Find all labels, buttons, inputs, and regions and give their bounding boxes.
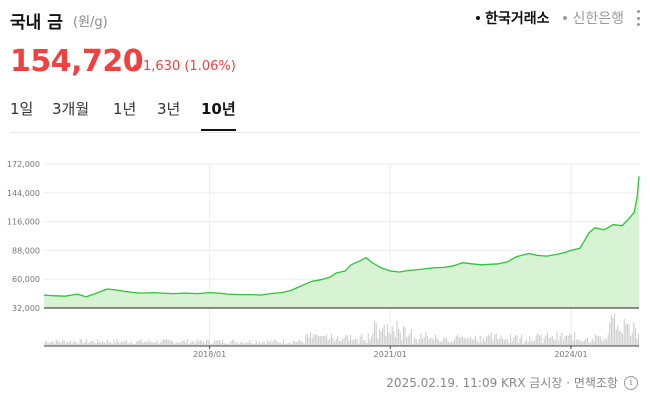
y-tick-label: 172,000: [7, 160, 40, 169]
price-change-value: 1,630 (1.06%): [143, 59, 236, 74]
price-line: [43, 176, 640, 298]
source-selector: 한국거래소 신한은행: [462, 8, 640, 28]
price-chart: 172,000 144,000 116,000 88,000 60,000 32,000 2…: [7, 160, 640, 359]
timestamp: 2025.02.19. 11:09 KRX 금시장 · 면책조항: [386, 376, 618, 390]
y-tick-label: 144,000: [7, 189, 40, 198]
price-area: [44, 176, 639, 308]
x-tick-label: 2024/01: [554, 350, 587, 359]
tab-1y[interactable]: 1년: [113, 100, 137, 118]
tab-3y[interactable]: 3년: [157, 100, 181, 118]
current-price: 154,720: [10, 44, 144, 79]
more-vertical-icon[interactable]: [636, 10, 640, 26]
tab-1d[interactable]: 1일: [10, 100, 34, 118]
period-tabs: 1일 3개월 1년 3년 10년: [10, 96, 640, 133]
tab-10y[interactable]: 10년: [201, 98, 236, 131]
y-tick-label: 116,000: [7, 218, 40, 227]
y-tick-label: 60,000: [12, 275, 40, 284]
source-label: 신한은행: [572, 11, 624, 27]
tab-3m[interactable]: 3개월: [52, 100, 90, 118]
source-label: 한국거래소: [485, 11, 550, 27]
page-title: 국내 금: [10, 13, 63, 33]
bullet-icon: [476, 16, 481, 20]
up-triangle-icon: [131, 63, 139, 70]
header: 국내 금 (원/g) 한국거래소 신한은행: [10, 8, 640, 33]
unit-label: (원/g): [73, 15, 108, 30]
price-change: 1,630 (1.06%): [131, 59, 236, 74]
x-tick-label: 2021/01: [374, 350, 407, 359]
y-tick-label: 32,000: [12, 304, 40, 313]
footer: 2025.02.19. 11:09 KRX 금시장 · 면책조항 i: [386, 374, 638, 391]
x-tick-label: 2018/01: [193, 350, 226, 359]
y-tick-label: 88,000: [12, 246, 40, 255]
info-icon[interactable]: i: [624, 375, 638, 390]
source-shinhan-button[interactable]: 신한은행: [563, 8, 624, 28]
source-krx-button[interactable]: 한국거래소: [476, 8, 549, 28]
bullet-icon: [563, 16, 568, 20]
